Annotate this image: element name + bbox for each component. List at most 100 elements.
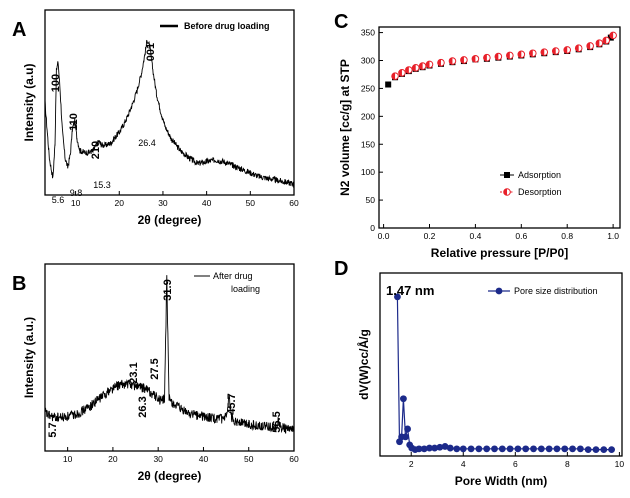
x-tick-label: 30 [153, 454, 163, 464]
data-point-desorption-half [586, 42, 591, 50]
data-point [569, 445, 576, 453]
chart-panel-d: D 2 4 6 8 10 Pore Width (nm) dV(W)cc/Å/g Pore si… [334, 258, 624, 488]
peak-position-label: 15.3 [93, 180, 111, 190]
data-point [514, 445, 522, 453]
legend-label-line2: loading [231, 284, 260, 294]
legend-label-desorption: Desorption [518, 187, 562, 197]
y-tick-label: 150 [361, 139, 375, 149]
panel-label-c: C [334, 11, 348, 33]
data-point [453, 445, 461, 453]
data-point-desorption-half [391, 72, 396, 80]
x-tick-label: 2 [409, 459, 414, 469]
x-tick-label: 50 [246, 198, 256, 208]
x-tick-label: 40 [202, 198, 212, 208]
panel-label-b: B [12, 273, 26, 295]
data-point-desorption-half [518, 51, 522, 58]
chart-panel-b: B 10 20 30 40 50 60 2θ (degree) Intensity (a.u.)… [12, 263, 299, 483]
data-point [402, 433, 409, 441]
data-point [415, 445, 423, 453]
peak-label: 1.47 nm [386, 283, 434, 298]
x-tick-label: 60 [289, 198, 299, 208]
plot-frame [378, 26, 621, 229]
data-point-desorption-half [405, 66, 409, 74]
x-tick-label: 0.2 [424, 231, 436, 241]
y-tick-label: 50 [366, 195, 376, 205]
peak-position-label: 5.6 [52, 195, 65, 205]
x-tick-label: 0.0 [378, 231, 390, 241]
data-point [545, 445, 553, 453]
x-tick-label: 0.6 [515, 231, 527, 241]
y-tick-label: 250 [361, 83, 375, 93]
x-tick-label: 50 [244, 454, 254, 464]
peak-label: 56.5 [271, 411, 283, 432]
data-point [394, 293, 401, 301]
data-point-desorption-half [460, 56, 464, 64]
data-point [522, 445, 530, 453]
data-point [537, 445, 545, 453]
chart-panel-a: A 10 20 30 40 50 60 2θ (degree) Intensity (a.u) B… [12, 9, 299, 227]
y-tick-label: 350 [361, 28, 375, 38]
data-point [498, 445, 506, 453]
y-tick-label: 300 [361, 56, 375, 66]
data-point-desorption-half [398, 69, 402, 77]
x-axis-label: Relative pressure [P/P0] [431, 246, 568, 260]
data-point [475, 445, 483, 453]
data-point-desorption-half [602, 37, 607, 44]
x-tick-label: 20 [115, 198, 125, 208]
data-point [483, 445, 491, 453]
chart-panel-c: C 0.0 0.2 0.4 0.6 0.8 1.0 0 50 100 150 200 250 300 350… [334, 11, 621, 260]
plot-frame [379, 272, 623, 457]
legend-label: Pore size distribution [514, 286, 598, 296]
legend-marker [495, 287, 503, 295]
data-point-desorption-half [412, 64, 416, 72]
data-point-desorption-half [529, 49, 533, 57]
x-tick-label: 60 [289, 454, 299, 464]
x-tick-label: 8 [565, 459, 570, 469]
data-point [431, 444, 439, 452]
panel-label-a: A [12, 19, 26, 41]
data-point-desorption-half [563, 46, 568, 54]
y-axis-label: Intensity (a.u) [22, 63, 36, 141]
y-axis-label: dV(W)cc/Å/g [356, 329, 371, 400]
peak-label: 23.1 [128, 362, 140, 383]
data-point [436, 443, 444, 451]
data-point-desorption-half [483, 54, 487, 62]
peak-label: 110 [68, 113, 80, 131]
data-point-desorption-half [472, 55, 476, 63]
x-axis-label: 2θ (degree) [138, 469, 202, 483]
peak-position-label: 26.3 [137, 396, 149, 417]
x-tick-label: 40 [199, 454, 209, 464]
data-point [561, 445, 569, 453]
data-point-desorption-half [575, 44, 579, 52]
data-point-desorption-half [495, 53, 499, 60]
data-point [446, 444, 454, 452]
x-axis-label: Pore Width (nm) [455, 474, 548, 488]
y-axis-label: Intensity (a.u.) [22, 317, 36, 398]
legend-marker-desorption-half [503, 188, 507, 196]
legend-label-line1: After drug [213, 271, 253, 281]
data-point-desorption-half [449, 57, 453, 65]
x-tick-label: 0.8 [561, 231, 573, 241]
series-line [396, 296, 612, 451]
plot-frame [44, 9, 295, 196]
data-point [506, 445, 514, 453]
legend-label-adsorption: Adsorption [518, 170, 561, 180]
data-point [426, 444, 433, 452]
series-line [44, 275, 295, 434]
data-point [420, 445, 428, 453]
peak-label: 45.7 [226, 393, 238, 414]
panel-label-d: D [334, 258, 348, 280]
peak-label: 001 [145, 43, 157, 61]
peak-position-label: 26.4 [138, 138, 156, 148]
x-tick-label: 4 [461, 459, 466, 469]
data-point [441, 443, 449, 450]
data-point [584, 446, 592, 454]
data-point [400, 395, 407, 403]
x-tick-label: 1.0 [607, 231, 619, 241]
data-point-desorption-half [437, 59, 441, 67]
y-tick-label: 100 [361, 167, 375, 177]
peak-label: 210 [90, 141, 102, 159]
peak-position-label: 9.8 [70, 188, 83, 198]
peak-label: 100 [50, 74, 62, 92]
data-point-desorption-half [596, 39, 600, 47]
